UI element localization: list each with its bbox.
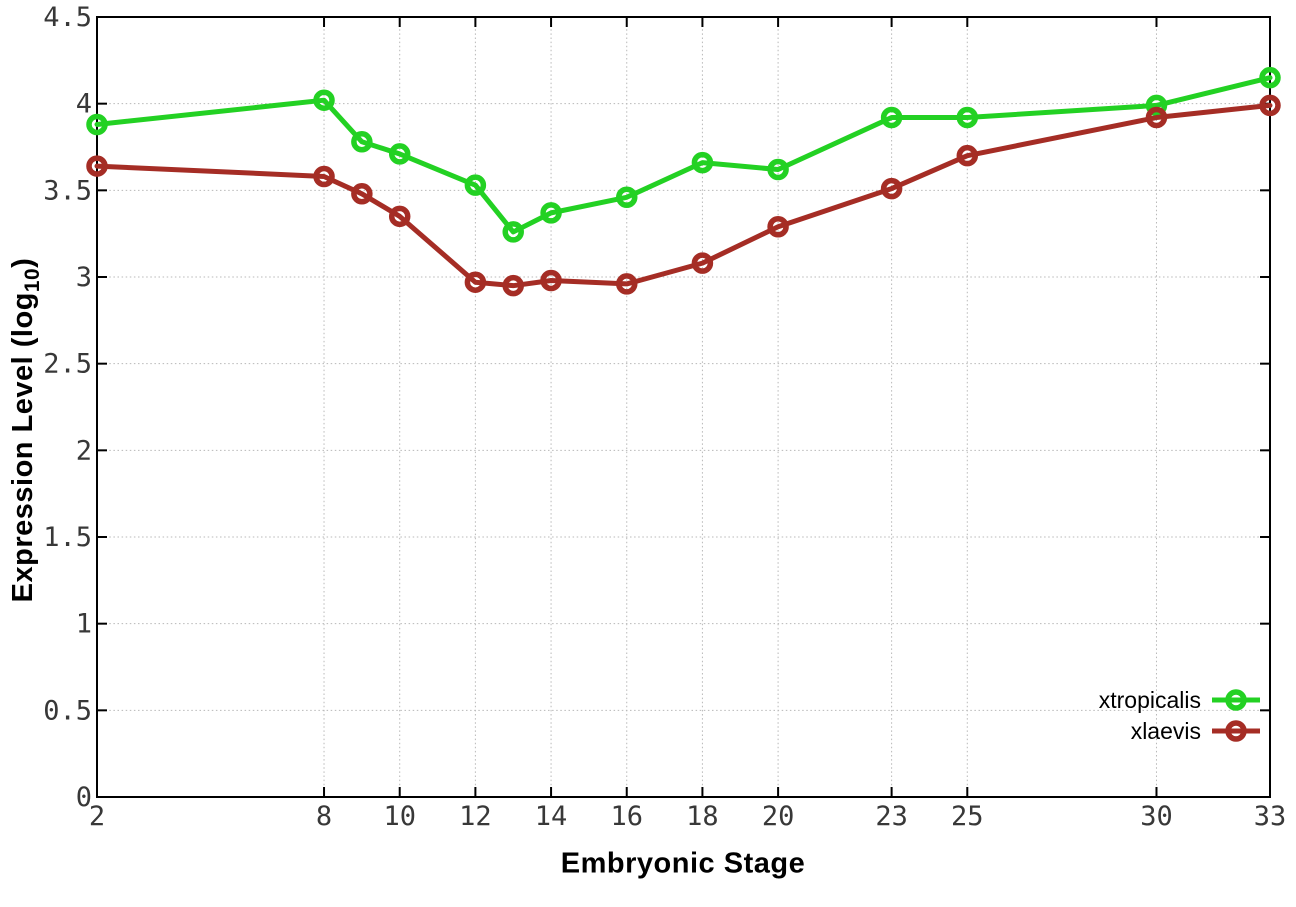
x-axis-title: Embryonic Stage bbox=[560, 847, 806, 880]
legend: xtropicalis xlaevis bbox=[1099, 687, 1262, 749]
y-axis-tick-label: 2 bbox=[76, 435, 92, 466]
data-point-xlaevis bbox=[956, 144, 979, 167]
data-point-xtropicalis bbox=[313, 89, 335, 111]
y-axis-tick-label: 4.5 bbox=[43, 2, 92, 33]
x-axis-tick-label: 25 bbox=[951, 801, 984, 832]
data-point-xtropicalis bbox=[767, 158, 789, 181]
data-point-xlaevis bbox=[767, 215, 789, 238]
data-point-xtropicalis bbox=[351, 131, 373, 153]
y-axis-tick-label: 3 bbox=[76, 262, 92, 293]
legend-marker-xtropicalis-icon bbox=[1212, 689, 1260, 711]
data-point-xlaevis bbox=[86, 155, 108, 177]
legend-label-xtropicalis: xtropicalis bbox=[1098, 687, 1201, 713]
y-axis-tick-label: 0 bbox=[76, 782, 92, 813]
data-point-xlaevis bbox=[880, 177, 903, 200]
y-axis-title-subscript: 10 bbox=[20, 267, 44, 293]
data-point-xlaevis bbox=[691, 252, 714, 274]
data-point-xtropicalis bbox=[464, 174, 487, 196]
y-axis-tick-label: 3.5 bbox=[43, 175, 92, 206]
legend-sample-circle-icon bbox=[1225, 689, 1247, 711]
plot-border bbox=[96, 16, 1271, 798]
data-point-xtropicalis bbox=[880, 106, 903, 129]
data-point-xlaevis bbox=[615, 273, 638, 295]
x-axis-tick-label: 23 bbox=[875, 801, 908, 832]
legend-marker-xlaevis-icon bbox=[1212, 720, 1260, 742]
legend-label-xlaevis: xlaevis bbox=[1130, 718, 1201, 744]
y-axis-tick-label: 2.5 bbox=[43, 349, 92, 380]
x-axis-tick-label: 14 bbox=[535, 801, 568, 832]
x-axis-tick-label: 30 bbox=[1140, 801, 1173, 832]
x-axis-tick-label: 2 bbox=[89, 801, 105, 832]
x-axis-tick-label: 20 bbox=[762, 801, 795, 832]
data-point-xlaevis bbox=[313, 165, 335, 188]
data-point-xlaevis bbox=[464, 271, 487, 293]
x-axis-tick-label: 12 bbox=[459, 801, 492, 832]
data-point-xtropicalis bbox=[502, 221, 524, 243]
data-point-xlaevis bbox=[388, 205, 411, 228]
legend-item-xtropicalis: xtropicalis bbox=[1099, 687, 1262, 713]
data-point-xlaevis bbox=[540, 269, 562, 292]
y-axis-tick-label: 0.5 bbox=[43, 695, 92, 726]
data-point-xtropicalis bbox=[388, 143, 411, 165]
x-axis-tick-label: 8 bbox=[316, 801, 332, 832]
y-axis-tick-label: 4 bbox=[76, 89, 92, 120]
series-line-xtropicalis bbox=[94, 75, 1273, 235]
legend-item-xlaevis: xlaevis bbox=[1099, 718, 1262, 744]
x-axis-tick-label: 33 bbox=[1254, 801, 1287, 832]
data-point-xtropicalis bbox=[691, 151, 714, 174]
data-point-xtropicalis bbox=[956, 106, 979, 129]
x-axis-tick-label: 18 bbox=[686, 801, 719, 832]
y-axis-title-text: Expression Level (log bbox=[7, 292, 40, 603]
data-point-xtropicalis bbox=[1259, 66, 1281, 89]
y-axis-title-close: ) bbox=[7, 257, 40, 268]
y-axis-tick-label: 1 bbox=[76, 609, 92, 640]
data-point-xtropicalis bbox=[540, 202, 562, 224]
legend-sample-circle-icon bbox=[1225, 720, 1247, 742]
data-point-xtropicalis bbox=[1145, 94, 1168, 117]
data-point-xlaevis bbox=[502, 274, 524, 297]
data-point-xtropicalis bbox=[86, 113, 108, 136]
y-axis-title: Expression Level (log10) bbox=[7, 258, 45, 603]
x-axis-tick-label: 16 bbox=[610, 801, 643, 832]
data-point-xlaevis bbox=[1259, 94, 1281, 117]
series-line-xlaevis bbox=[94, 102, 1273, 289]
x-axis-tick-label: 10 bbox=[383, 801, 416, 832]
data-point-xtropicalis bbox=[615, 186, 638, 209]
data-point-xlaevis bbox=[351, 183, 373, 205]
data-point-xlaevis bbox=[1145, 106, 1168, 129]
y-axis-tick-label: 1.5 bbox=[43, 522, 92, 553]
